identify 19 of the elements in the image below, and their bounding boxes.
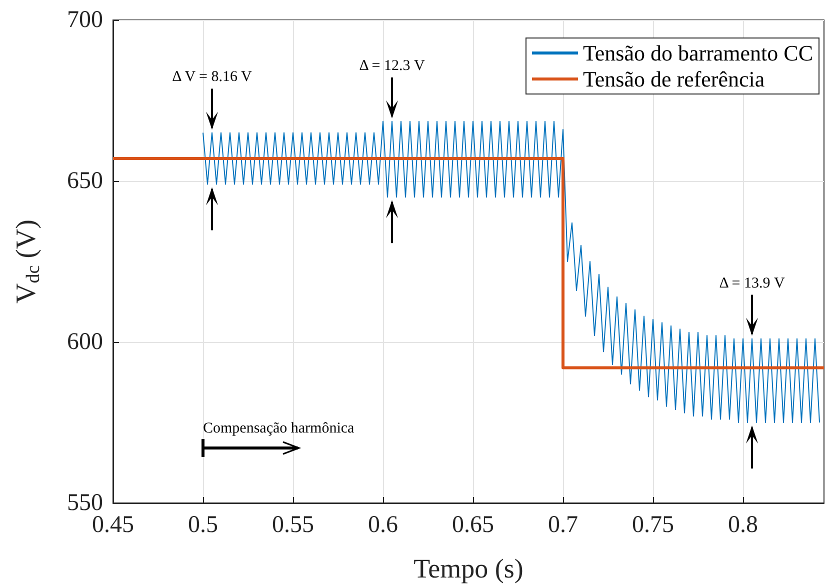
x-tick-label: 0.7 <box>548 512 578 538</box>
x-tick-label: 0.6 <box>368 512 398 538</box>
x-tick-label: 0.55 <box>272 512 314 538</box>
annotation: Compensação harmônica <box>203 420 355 436</box>
y-axis-title: Vdc (V) <box>11 219 44 304</box>
legend-label: Tensão do barramento CC <box>582 40 814 66</box>
legend-label: Tensão de referência <box>582 66 765 92</box>
x-tick-label: 0.8 <box>728 512 758 538</box>
y-tick-label: 600 <box>67 329 103 355</box>
x-axis-title: Tempo (s) <box>414 554 524 584</box>
x-tick-label: 0.75 <box>632 512 674 538</box>
y-tick-label: 700 <box>67 7 103 33</box>
line-series <box>202 120 820 423</box>
y-tick-label: 650 <box>67 168 103 194</box>
annotation: Δ = 12.3 V <box>359 58 425 74</box>
annotation: Δ = 13.9 V <box>719 275 785 292</box>
x-tick-label: 0.65 <box>452 512 494 538</box>
x-tick-label: 0.5 <box>188 512 218 538</box>
annotation: Δ V = 8.16 V <box>172 69 252 86</box>
